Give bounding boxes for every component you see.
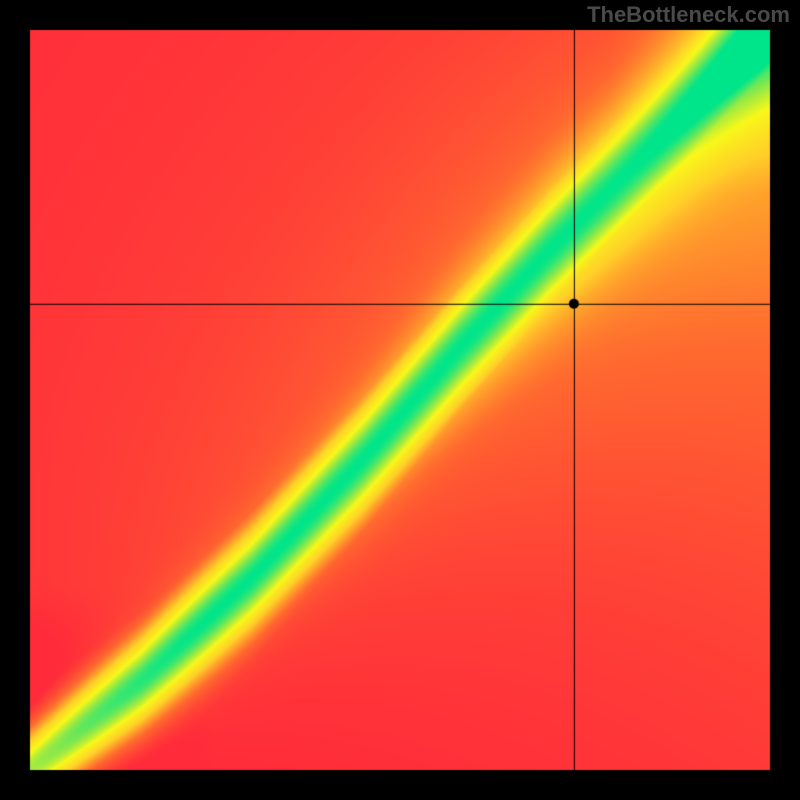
watermark-text: TheBottleneck.com [587,2,790,28]
bottleneck-heatmap [0,0,800,800]
